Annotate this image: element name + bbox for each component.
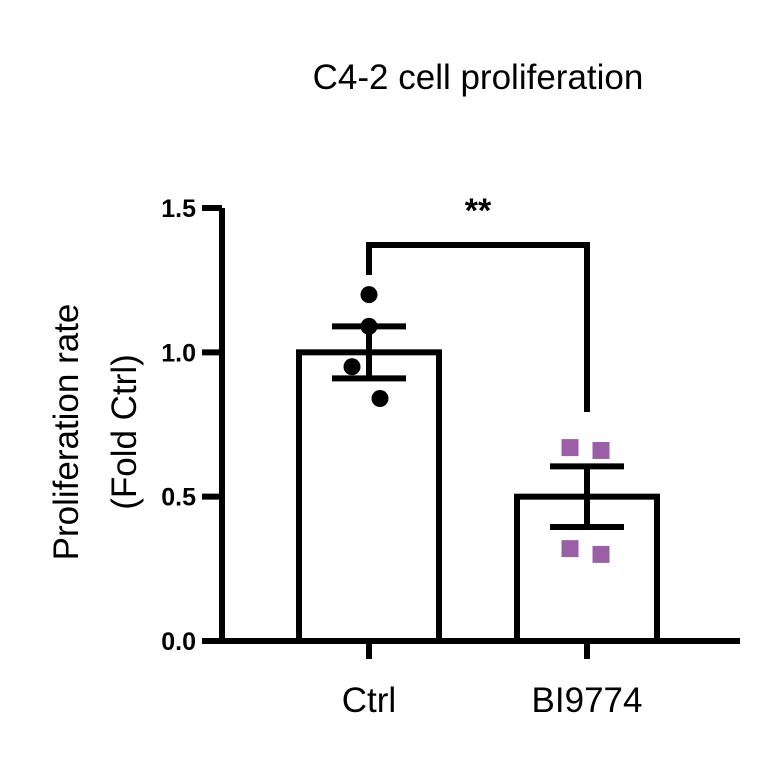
x-tick-label-ctrl: Ctrl	[342, 681, 396, 720]
significance-bracket	[366, 242, 590, 412]
data-point-ctrl	[360, 286, 378, 304]
data-point-bi9774	[561, 439, 579, 457]
plot-area: 0.0 0.5 1.0 1.5 Ctrl BI9774 **	[161, 192, 740, 720]
data-point-ctrl	[371, 390, 389, 408]
y-axis-label-line-1: Proliferation rate	[47, 304, 86, 561]
x-tick-label-bi9774: BI9774	[532, 681, 643, 720]
bar-ctrl	[296, 349, 442, 644]
y-tick-label: 0.0	[161, 628, 196, 656]
y-axis-label: Proliferation rate (Fold Ctrl)	[47, 304, 144, 561]
y-tick-label: 0.5	[161, 484, 196, 512]
y-tick-label: 1.0	[161, 339, 196, 367]
data-point-bi9774	[592, 441, 610, 459]
data-point-bi9774	[592, 545, 610, 563]
data-point-bi9774	[561, 540, 579, 558]
data-point-ctrl	[360, 317, 378, 335]
significance-label: **	[465, 192, 492, 230]
y-axis-label-line-2: (Fold Ctrl)	[105, 354, 144, 510]
y-tick-label: 1.5	[161, 195, 196, 223]
data-point-ctrl	[343, 358, 361, 376]
chart-title: C4-2 cell proliferation	[313, 58, 644, 97]
